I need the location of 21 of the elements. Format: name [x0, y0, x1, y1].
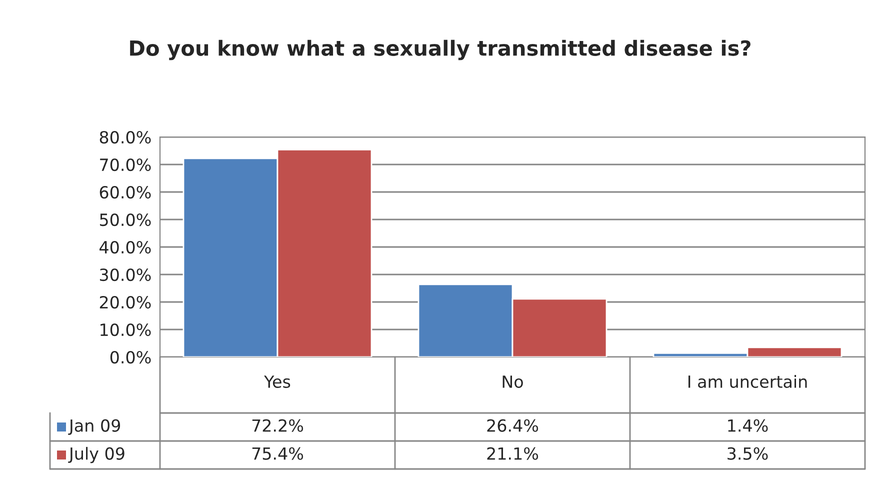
data-label: 21.1%: [487, 447, 538, 460]
y-tick-label: 10.0%: [100, 323, 151, 336]
x-tick-label: No: [502, 376, 523, 388]
y-tick-label: 40.0%: [100, 240, 151, 254]
data-label: 1.4%: [728, 419, 768, 432]
y-tick-label: 20.0%: [100, 296, 151, 309]
legend-label: Jan 09: [68, 419, 120, 435]
data-label: 75.4%: [252, 447, 304, 460]
x-tick-label: I am uncertain: [688, 375, 807, 388]
data-label: 3.5%: [728, 447, 768, 460]
y-tick-label: 30.0%: [100, 268, 151, 282]
y-tick-label: 60.0%: [100, 186, 151, 199]
legend-label: July 09: [68, 446, 124, 464]
chart-title: Do you know what a sexually transmitted disease is?: [130, 40, 750, 60]
x-tick-label: Yes: [264, 376, 290, 388]
y-tick-label: 50.0%: [100, 213, 151, 226]
y-tick-label: 80.0%: [100, 130, 151, 144]
data-label: 26.4%: [487, 419, 538, 432]
y-tick-label: 70.0%: [100, 158, 151, 172]
data-label: 72.2%: [252, 419, 304, 432]
y-tick-label: 0.0%: [110, 350, 151, 364]
